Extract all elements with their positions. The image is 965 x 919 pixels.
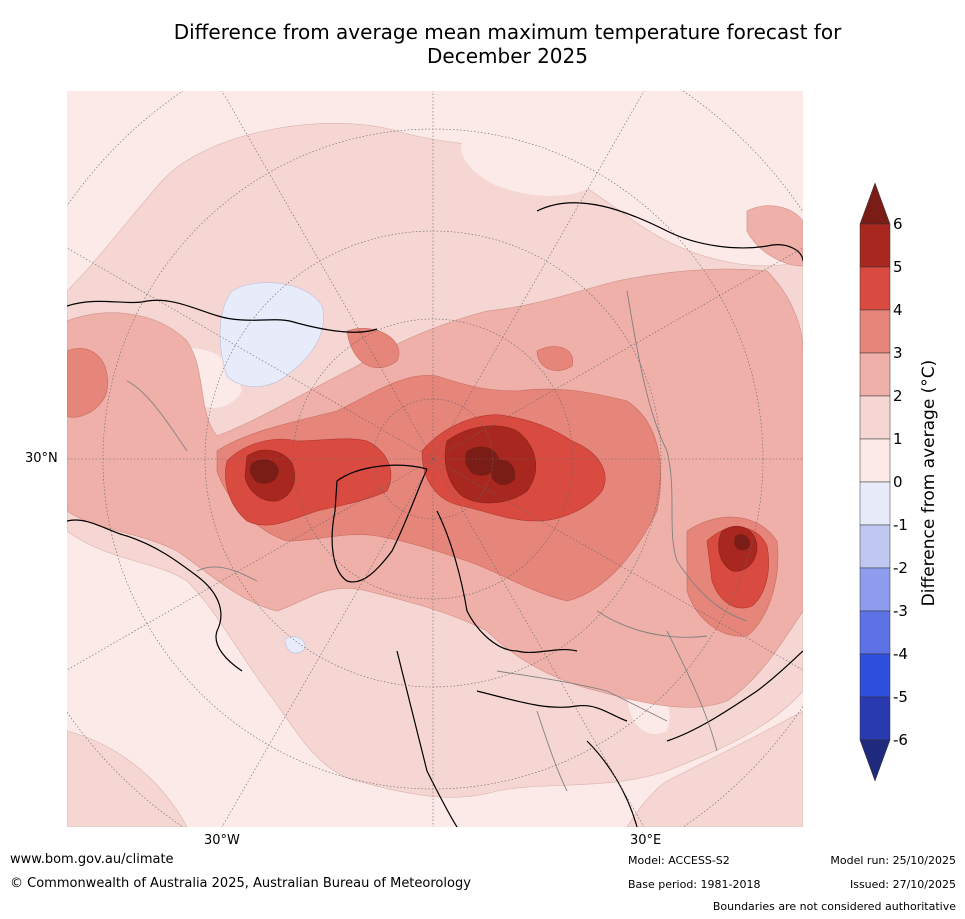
model-run-info: Model run: 25/10/2025: [830, 854, 956, 867]
colorbar-segment-minus2-to-minus1: [859, 524, 891, 569]
boundaries-disclaimer: Boundaries are not considered authoritat…: [712, 900, 956, 913]
colorbar-extension-below: [859, 739, 891, 782]
temperature-anomaly-map[interactable]: [67, 91, 803, 827]
colorbar-tick-minus1: -1: [893, 516, 908, 534]
model-info: Model: ACCESS-S2: [628, 854, 730, 867]
colorbar-tick-2: 2: [893, 387, 903, 405]
colorbar-tick-4: 4: [893, 301, 903, 319]
colorbar-segment-minus1-to-0: [859, 481, 891, 526]
title-line-1: Difference from average mean maximum tem…: [173, 20, 842, 44]
colorbar-segment-2-to-3: [859, 352, 891, 397]
colorbar-segment-3-to-4: [859, 309, 891, 354]
map-title: Difference from average mean maximum tem…: [60, 20, 955, 68]
colorbar-scale: [859, 182, 891, 782]
colorbar-tick-3: 3: [893, 344, 903, 362]
colorbar-segment-minus4-to-minus3: [859, 610, 891, 655]
colorbar-tick-5: 5: [893, 258, 903, 276]
colorbar-segment-1-to-2: [859, 395, 891, 440]
colorbar-tick-minus2: -2: [893, 559, 908, 577]
country-boundaries: [126, 290, 748, 792]
colorbar-segment-minus6-to-minus5: [859, 696, 891, 741]
graticule: [67, 91, 803, 827]
colorbar-tick-minus6: -6: [893, 731, 908, 749]
issued-info: Issued: 27/10/2025: [849, 878, 956, 891]
colorbar-tick-minus3: -3: [893, 602, 908, 620]
colorbar-segment-minus5-to-minus4: [859, 653, 891, 698]
colorbar: [855, 180, 965, 785]
colorbar-tick-1: 1: [893, 430, 903, 448]
colorbar-segment-0-to-1: [859, 438, 891, 483]
colorbar-title: Difference from average (°C): [919, 359, 939, 607]
base-period-info: Base period: 1981-2018: [628, 878, 761, 891]
colorbar-tick-minus4: -4: [893, 645, 908, 663]
colorbar-tick-minus5: -5: [893, 688, 908, 706]
anomaly-above-6-regions: [249, 446, 751, 551]
colorbar-tick-0: 0: [893, 473, 903, 491]
website-link[interactable]: www.bom.gov.au/climate: [10, 852, 174, 867]
latitude-label-30n: 30°N: [25, 451, 58, 466]
title-line-2: December 2025: [427, 44, 588, 68]
colorbar-segment-5-to-6: [859, 223, 891, 268]
colorbar-tick-6: 6: [893, 215, 903, 233]
colorbar-segment-minus3-to-minus2: [859, 567, 891, 612]
copyright-text: © Commonwealth of Australia 2025, Austra…: [10, 876, 471, 891]
longitude-label-30w: 30°W: [204, 833, 240, 848]
colorbar-segment-4-to-5: [859, 266, 891, 311]
colorbar-extension-above: [859, 182, 891, 225]
map-canvas: [67, 91, 803, 827]
longitude-label-30e: 30°E: [630, 833, 662, 848]
